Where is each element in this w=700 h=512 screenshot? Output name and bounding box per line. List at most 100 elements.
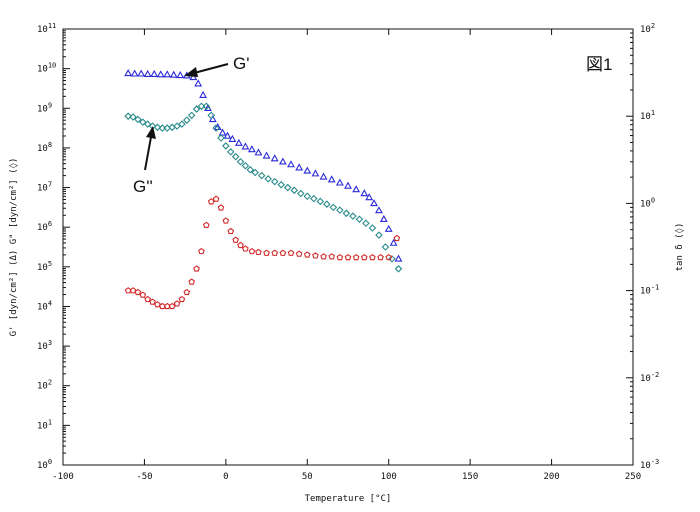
Gdoubleprime-point — [212, 124, 220, 132]
Gdoubleprime-point — [375, 231, 383, 239]
Gdoubleprime-point — [290, 186, 299, 195]
tandelta-point — [328, 253, 336, 260]
Gprime-point — [344, 181, 352, 189]
y-left-tick-exponent: 9 — [48, 101, 52, 109]
Gprime-point — [143, 69, 152, 77]
tandelta-point — [207, 198, 215, 205]
Gdoubleprime-point — [226, 148, 235, 156]
y-right-tick-base: 10 — [640, 112, 651, 122]
tandelta-point — [303, 251, 311, 258]
tandelta-point — [336, 253, 344, 261]
Gdoubleprime-point — [381, 243, 390, 251]
Gdoubleprime-point — [349, 212, 357, 220]
Gprime-point — [303, 166, 312, 174]
Gdoubleprime-point — [323, 200, 331, 208]
Gprime-point — [241, 142, 250, 150]
y-left-tick-base: 10 — [37, 263, 48, 273]
y-right-tick-exponent: -3 — [651, 458, 659, 466]
y-right-tick-exponent: 2 — [651, 22, 655, 30]
y-left-tick-base: 10 — [37, 223, 48, 233]
Gdoubleprime-point — [187, 111, 196, 120]
y-left-tick-base: 10 — [37, 302, 48, 312]
Gprime-point — [234, 138, 243, 146]
plot-frame — [62, 28, 634, 466]
y-left-tick-base: 10 — [37, 104, 48, 114]
tandelta-point — [312, 252, 319, 259]
y-right-tick-label: 10-2 — [640, 371, 659, 384]
y-left-tick-exponent: 5 — [48, 260, 52, 268]
Gprime-point — [335, 178, 344, 186]
Gprime-point — [169, 70, 178, 78]
y-right-tick-exponent: -2 — [651, 371, 659, 379]
axis-ticks: -100 -50 0 50 100 150 200 250100101102103104105… — [37, 22, 659, 482]
Gdoubleprime-point — [283, 183, 292, 192]
Gdoubleprime-point — [388, 255, 396, 263]
tandelta-point — [377, 253, 384, 261]
y-left-tick-exponent: 7 — [48, 181, 52, 189]
series-Gdoubleprime — [124, 102, 403, 273]
y-right-tick-base: 10 — [640, 461, 651, 471]
y-left-tick-label: 1010 — [37, 62, 56, 75]
Gprime-point — [247, 145, 256, 153]
Gdoubleprime-point — [355, 215, 364, 224]
Gdoubleprime-point — [158, 124, 167, 132]
Gprime-point — [278, 157, 287, 165]
tandelta-point — [198, 247, 205, 255]
y-right-tick-label: 10-1 — [640, 284, 659, 297]
y-left-axis-label: G' [dyn/cm²] (Δ) G" [dyn/cm²] (◊) — [8, 158, 19, 337]
x-tick-label: 50 — [302, 472, 313, 482]
y-right-tick-label: 102 — [640, 22, 655, 35]
y-left-tick-exponent: 10 — [48, 62, 56, 70]
annotation-gprime: G' — [233, 54, 249, 73]
Gprime-point — [150, 69, 159, 77]
series-Gprime — [124, 69, 403, 262]
Gprime-point — [194, 79, 203, 87]
figure-label: 図1 — [586, 55, 612, 74]
y-left-tick-base: 10 — [37, 461, 48, 471]
Gprime-point — [223, 131, 232, 139]
Gdoubleprime-point — [129, 113, 137, 121]
tandelta-point — [263, 249, 270, 256]
Gdoubleprime-point — [316, 197, 325, 206]
y-left-tick-exponent: 6 — [48, 220, 52, 228]
Gdoubleprime-point — [207, 111, 215, 120]
Gdoubleprime-point — [139, 118, 147, 126]
annotation-gprime-arrow — [193, 63, 229, 74]
annotation-gprime-arrowhead — [184, 67, 198, 77]
y-right-tick-base: 10 — [640, 25, 651, 35]
Gprime-point — [130, 69, 139, 77]
y-left-tick-exponent: 8 — [48, 141, 52, 149]
Gdoubleprime-point — [222, 142, 230, 150]
series-tandelta — [124, 195, 401, 310]
Gprime-point — [327, 175, 336, 183]
Gprime-point — [176, 71, 185, 79]
y-right-tick-label: 101 — [640, 109, 655, 122]
y-left-tick-label: 102 — [37, 379, 52, 392]
y-left-tick-base: 10 — [37, 421, 48, 431]
Gprime-point — [218, 128, 227, 136]
tandelta-point — [393, 234, 401, 242]
Gdoubleprime-point — [257, 171, 266, 180]
y-left-tick-exponent: 11 — [48, 22, 56, 30]
Gdoubleprime-point — [251, 168, 259, 177]
Gprime-point — [375, 206, 383, 214]
tandelta-point — [193, 265, 200, 272]
tandelta-point — [287, 249, 295, 256]
Gprime-point — [360, 189, 369, 197]
Gprime-point — [352, 185, 361, 193]
annotation-gdoubleprime: G'' — [133, 177, 153, 196]
Gprime-point — [311, 169, 320, 177]
Gprime-point — [189, 73, 198, 81]
Gdoubleprime-point — [173, 122, 181, 130]
tandelta-point — [360, 253, 368, 261]
tandelta-point — [144, 295, 151, 303]
tandelta-point — [178, 295, 186, 303]
y-left-tick-label: 107 — [37, 181, 52, 194]
tandelta-point — [154, 301, 161, 308]
y-left-tick-label: 109 — [37, 101, 52, 114]
Gdoubleprime-point — [202, 102, 211, 111]
y-left-tick-label: 103 — [37, 339, 52, 352]
y-right-tick-base: 10 — [640, 199, 651, 209]
tandelta-point — [203, 221, 210, 229]
